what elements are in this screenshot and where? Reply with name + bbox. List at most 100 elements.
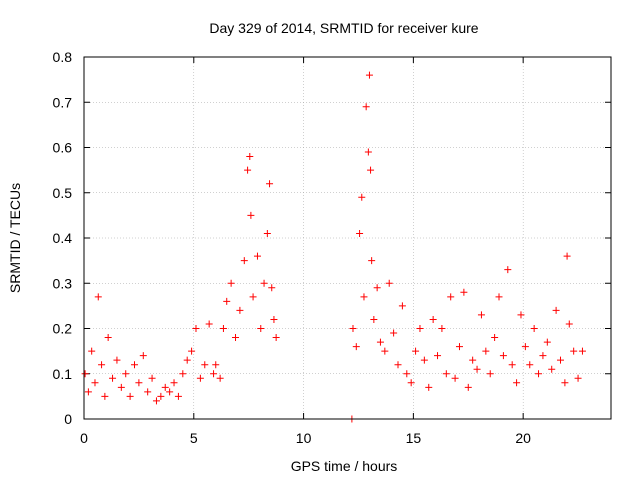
data-point	[174, 392, 182, 400]
data-point	[491, 334, 499, 342]
data-point	[434, 352, 442, 360]
y-tick-label: 0.3	[53, 275, 73, 291]
data-point	[469, 356, 477, 364]
data-point	[104, 334, 112, 342]
data-point	[201, 361, 209, 369]
data-point	[442, 370, 450, 378]
plot-frame	[83, 56, 612, 420]
data-point	[451, 374, 459, 382]
data-point	[495, 293, 503, 301]
data-point	[272, 334, 280, 342]
data-point	[508, 361, 516, 369]
data-point	[94, 293, 102, 301]
data-point	[113, 356, 121, 364]
data-point	[539, 352, 547, 360]
x-tick-label: 5	[190, 430, 198, 446]
data-point	[270, 315, 278, 323]
data-point	[548, 365, 556, 373]
y-tick-label: 0.4	[53, 230, 73, 246]
y-tick-label: 0.1	[53, 366, 73, 382]
data-point	[212, 361, 220, 369]
data-point	[517, 311, 525, 319]
data-point	[98, 361, 106, 369]
data-point	[216, 374, 224, 382]
data-point	[257, 325, 265, 332]
data-point	[117, 383, 125, 391]
data-point	[464, 383, 472, 391]
data-point	[563, 252, 571, 260]
data-point	[253, 252, 261, 260]
y-tick-label: 0	[64, 411, 72, 427]
data-point	[447, 293, 455, 301]
data-point	[364, 148, 372, 156]
data-point	[370, 315, 378, 323]
data-point	[438, 325, 446, 332]
data-point	[152, 397, 160, 405]
data-point	[210, 370, 218, 378]
data-point	[223, 297, 231, 305]
data-point	[219, 325, 227, 332]
data-point	[101, 392, 109, 400]
data-point	[247, 211, 255, 219]
data-point	[394, 361, 402, 369]
data-point	[429, 315, 437, 323]
data-point	[365, 71, 373, 79]
data-point	[240, 257, 248, 265]
data-point	[367, 166, 375, 174]
data-point	[473, 365, 481, 373]
y-tick-label: 0.7	[53, 94, 73, 110]
data-point	[552, 306, 560, 314]
data-point	[84, 388, 92, 396]
data-point	[535, 370, 543, 378]
y-tick-label: 0.8	[53, 49, 73, 65]
data-point	[263, 229, 271, 237]
data-point	[81, 370, 89, 378]
data-point	[260, 279, 268, 287]
data-point	[268, 284, 276, 292]
data-point	[236, 306, 244, 314]
x-tick-label: 20	[515, 430, 531, 446]
data-point	[513, 379, 521, 387]
grid	[84, 57, 611, 419]
data-point	[416, 325, 424, 332]
data-point	[360, 293, 368, 301]
data-point	[227, 279, 235, 287]
y-tick-label: 0.5	[53, 185, 73, 201]
data-point	[477, 311, 485, 319]
data-point	[460, 288, 468, 296]
data-point	[561, 379, 569, 387]
x-tick-label: 15	[406, 430, 422, 446]
data-point	[398, 302, 406, 310]
data-point	[349, 325, 357, 332]
data-point	[376, 338, 384, 346]
y-axis-label: SRMTID / TECUs	[7, 183, 23, 293]
data-point	[420, 356, 428, 364]
data-point	[88, 347, 96, 355]
data-point	[179, 370, 187, 378]
data-point	[482, 347, 490, 355]
data-point	[556, 356, 564, 364]
data-point	[183, 356, 191, 364]
data-point	[368, 257, 376, 265]
data-point	[166, 388, 174, 396]
data-point	[543, 338, 551, 346]
data-point	[403, 370, 411, 378]
data-point	[486, 370, 494, 378]
data-point	[381, 347, 389, 355]
data-point	[356, 229, 364, 237]
data-point	[157, 392, 165, 400]
tick-labels: 0 0.1 0.2 0.3 0.4 0.5 0.6 0.7 0.8 0 5 10 15 20	[53, 49, 532, 446]
data-point	[139, 352, 147, 360]
data-point	[504, 266, 512, 274]
data-point	[521, 343, 529, 351]
data-point	[205, 320, 213, 328]
data-point	[499, 352, 507, 360]
data-point	[385, 279, 393, 287]
x-tick-label: 0	[80, 430, 88, 446]
data-point	[246, 153, 254, 161]
data-point	[570, 347, 578, 355]
data-point	[373, 284, 381, 292]
data-point	[161, 383, 169, 391]
